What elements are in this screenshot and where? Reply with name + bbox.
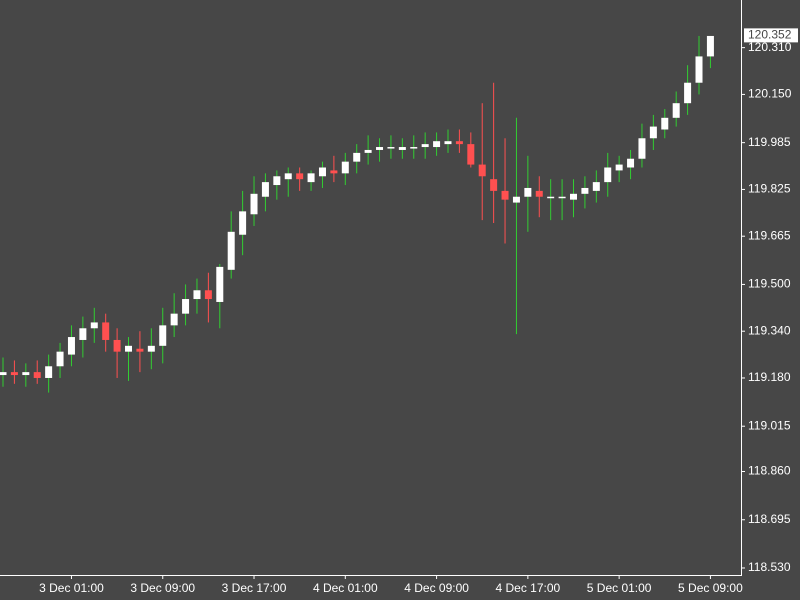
candle-body [376,147,384,150]
candle-body [649,126,657,139]
candle-body [56,351,64,367]
candle-body [706,35,714,57]
candle-body [410,147,418,149]
candle-body [182,299,190,314]
candle-body [296,173,304,180]
candle-body [398,147,406,150]
candle-body [684,82,692,104]
y-tick-label: 119.500 [748,277,791,291]
candle-body [318,167,326,177]
x-tick-label: 5 Dec 01:00 [587,581,652,595]
candle-body [204,290,212,300]
candle-body [455,141,463,145]
candle-body [227,231,235,270]
candle-body [147,345,155,352]
y-tick-label: 118.860 [748,464,791,478]
candle-body [67,337,75,355]
candle-body [102,322,110,340]
candle-body [364,149,372,153]
candle-body [638,138,646,159]
y-tick-label: 119.985 [748,135,791,149]
candle-body [433,141,441,148]
candle-body [615,164,623,171]
candle-body [627,158,635,168]
last-price-label: 120.352 [748,28,792,42]
candle-body [239,211,247,235]
x-tick-label: 4 Dec 09:00 [404,581,469,595]
last-price-box [744,28,798,43]
candle-body [570,193,577,200]
x-tick-label: 4 Dec 01:00 [313,581,378,595]
candle-body [558,196,566,199]
y-tick-label: 119.015 [748,418,791,432]
candle-body [490,179,498,191]
candle-body [33,372,41,378]
y-tick-label: 120.150 [748,87,792,101]
candle-body [467,144,475,165]
y-tick-label: 119.180 [748,370,791,384]
y-tick-label: 120.310 [748,40,792,54]
candle-body [250,193,258,215]
candle-body [307,173,315,183]
candle-body [0,372,7,376]
x-tick-label: 3 Dec 09:00 [130,581,195,595]
candle-body [661,117,669,130]
candle-body [501,190,509,200]
y-tick-label: 118.695 [748,512,791,526]
candle-body [581,187,589,194]
x-tick-label: 3 Dec 17:00 [222,581,287,595]
candle-body [273,176,281,186]
candle-body [90,322,98,329]
y-tick-label: 119.340 [748,323,791,337]
candle-body [478,164,486,177]
candle-body [421,144,429,148]
candle-body [604,167,612,183]
candle-body [159,325,167,346]
candle-body [547,196,555,199]
candle-body [387,147,395,149]
candle-body [136,348,144,352]
candle-body [330,170,338,174]
candle-body [261,182,269,197]
candle-body [444,141,452,145]
candle-body [216,266,224,302]
x-tick-label: 3 Dec 01:00 [39,581,104,595]
candle-body [535,190,543,197]
candle-body [125,345,133,352]
candle-body [353,152,361,162]
candle-body [672,103,680,118]
x-tick-label: 4 Dec 17:00 [496,581,561,595]
candle-body [284,173,292,180]
candle-body [524,187,532,197]
x-tick-label: 5 Dec 09:00 [678,581,743,595]
y-tick-label: 118.530 [748,560,791,574]
candle-body [45,366,53,378]
candle-body [22,372,30,376]
candle-body [592,182,600,191]
y-tick-label: 119.825 [748,182,791,196]
candle-body [341,161,349,174]
candle-body [170,313,178,326]
candle-body [113,339,121,352]
candle-body [193,290,201,300]
candle-body [79,328,87,340]
y-tick-label: 119.665 [748,228,791,242]
candle-body [512,196,520,203]
candle-body [695,56,703,83]
candle-body [10,372,18,376]
